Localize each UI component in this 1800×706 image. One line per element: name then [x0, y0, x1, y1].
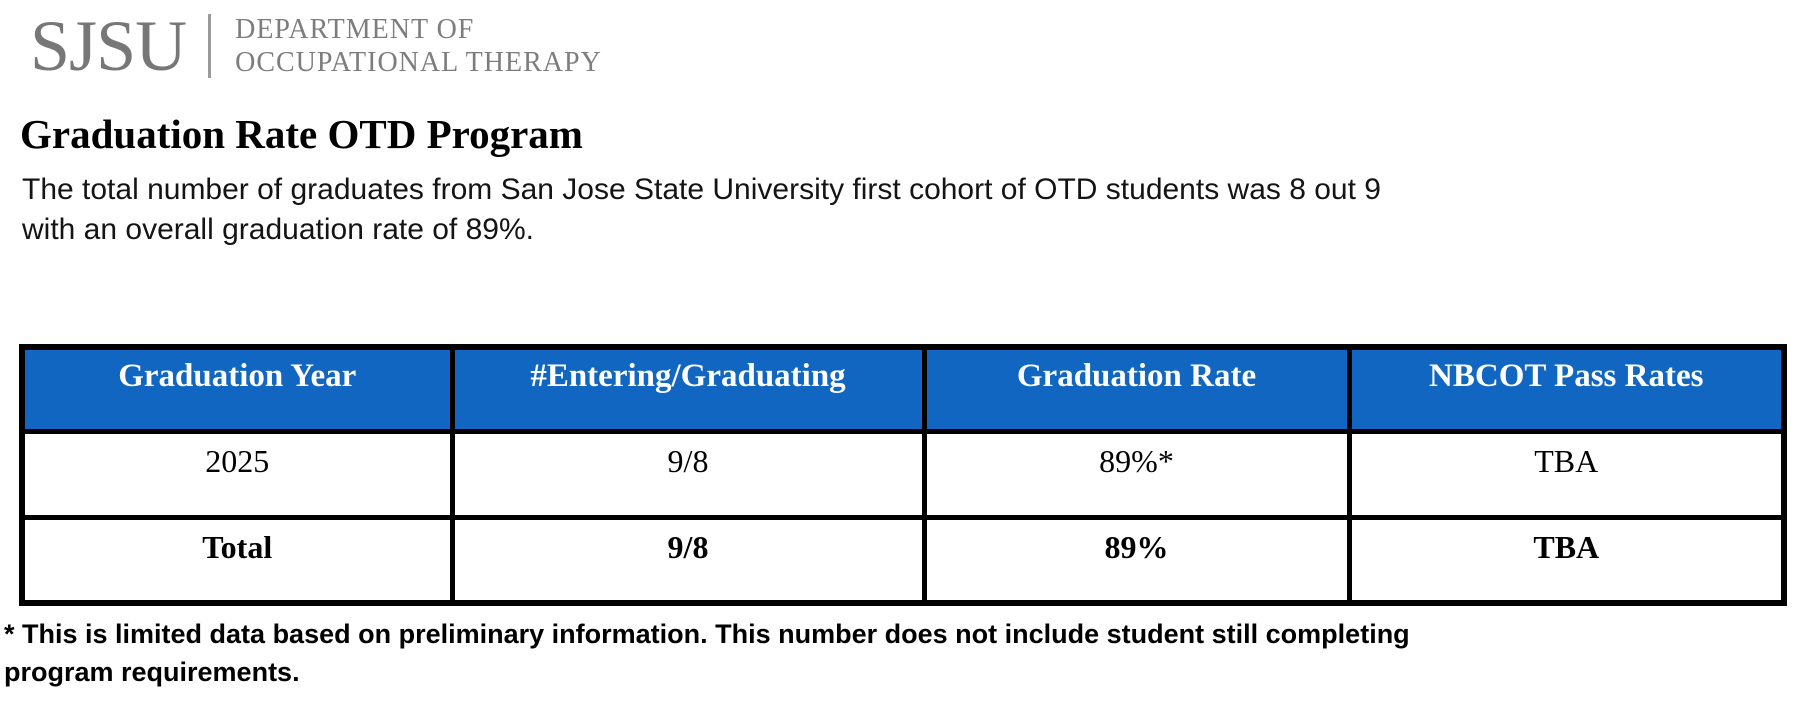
header-entering-graduating: #Entering/Graduating — [449, 344, 927, 434]
header-nbcot-pass-rates: NBCOT Pass Rates — [1346, 344, 1787, 434]
intro-line-1: The total number of graduates from San J… — [22, 173, 1381, 206]
logo-department-line1: DEPARTMENT OF — [235, 14, 475, 45]
cell-nbcot-pass-rate: TBA — [1346, 514, 1787, 606]
table-header-row: Graduation Year #Entering/Graduating Gra… — [19, 344, 1787, 434]
document-page: SJSU DEPARTMENT OF OCCUPATIONAL THERAPY … — [0, 10, 1800, 706]
intro-paragraph: The total number of graduates from San J… — [22, 170, 1800, 250]
header-graduation-rate: Graduation Rate — [921, 344, 1352, 434]
cell-graduation-rate: 89%* — [921, 428, 1352, 520]
graduation-rate-table: Graduation Year #Entering/Graduating Gra… — [19, 344, 1787, 606]
intro-line-2: with an overall graduation rate of 89%. — [22, 213, 534, 246]
sjsu-wordmark: SJSU — [30, 6, 187, 86]
footnote-line-1: * This is limited data based on prelimin… — [4, 619, 1410, 649]
footnote-line-2: program requirements. — [4, 657, 300, 687]
table-row-2025: 2025 9/8 89%* TBA — [19, 428, 1787, 520]
cell-entering-graduating: 9/8 — [449, 428, 927, 520]
logo-divider — [208, 14, 212, 78]
sjsu-logo: SJSU DEPARTMENT OF OCCUPATIONAL THERAPY — [30, 10, 1800, 86]
header-graduation-year: Graduation Year — [19, 344, 455, 434]
cell-nbcot-pass-rate: TBA — [1346, 428, 1787, 520]
cell-year: 2025 — [19, 428, 455, 520]
logo-department-line2: OCCUPATIONAL THERAPY — [235, 47, 602, 78]
cell-graduation-rate: 89% — [921, 514, 1352, 606]
footnote: * This is limited data based on prelimin… — [4, 615, 1800, 691]
table-row-total: Total 9/8 89% TBA — [19, 514, 1787, 606]
cell-year: Total — [19, 514, 455, 606]
cell-entering-graduating: 9/8 — [449, 514, 927, 606]
logo-department-name: DEPARTMENT OF OCCUPATIONAL THERAPY — [235, 10, 602, 79]
page-title: Graduation Rate OTD Program — [20, 111, 583, 157]
